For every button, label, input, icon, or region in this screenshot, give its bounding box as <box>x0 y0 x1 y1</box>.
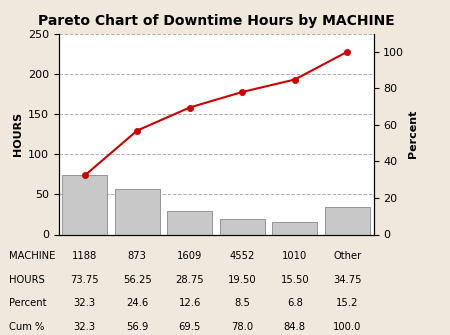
Text: Other: Other <box>333 251 361 261</box>
Text: Percent: Percent <box>9 298 46 308</box>
Text: 100.0: 100.0 <box>333 322 361 332</box>
Text: 6.8: 6.8 <box>287 298 303 308</box>
Bar <box>63 175 107 234</box>
Text: 32.3: 32.3 <box>74 298 96 308</box>
Text: 873: 873 <box>128 251 147 261</box>
Text: 78.0: 78.0 <box>231 322 253 332</box>
Text: 1010: 1010 <box>282 251 307 261</box>
Text: 32.3: 32.3 <box>74 322 96 332</box>
Text: 73.75: 73.75 <box>71 275 99 285</box>
Text: 24.6: 24.6 <box>126 298 148 308</box>
Text: 15.2: 15.2 <box>336 298 359 308</box>
Y-axis label: HOURS: HOURS <box>14 112 23 156</box>
Bar <box>167 211 212 234</box>
Text: 84.8: 84.8 <box>284 322 306 332</box>
Title: Pareto Chart of Downtime Hours by MACHINE: Pareto Chart of Downtime Hours by MACHIN… <box>38 14 394 28</box>
Bar <box>220 219 265 234</box>
Text: 15.50: 15.50 <box>280 275 309 285</box>
Text: 56.25: 56.25 <box>123 275 152 285</box>
Text: 28.75: 28.75 <box>176 275 204 285</box>
Text: 8.5: 8.5 <box>234 298 250 308</box>
Text: 1188: 1188 <box>72 251 97 261</box>
Text: 69.5: 69.5 <box>179 322 201 332</box>
Y-axis label: Percent: Percent <box>409 110 419 158</box>
Text: 1609: 1609 <box>177 251 202 261</box>
Bar <box>115 189 160 234</box>
Text: Cum %: Cum % <box>9 322 45 332</box>
Text: HOURS: HOURS <box>9 275 45 285</box>
Text: 56.9: 56.9 <box>126 322 148 332</box>
Text: 12.6: 12.6 <box>179 298 201 308</box>
Text: 19.50: 19.50 <box>228 275 256 285</box>
Text: MACHINE: MACHINE <box>9 251 55 261</box>
Bar <box>272 222 317 234</box>
Bar <box>325 207 369 234</box>
Text: 34.75: 34.75 <box>333 275 361 285</box>
Text: 4552: 4552 <box>230 251 255 261</box>
